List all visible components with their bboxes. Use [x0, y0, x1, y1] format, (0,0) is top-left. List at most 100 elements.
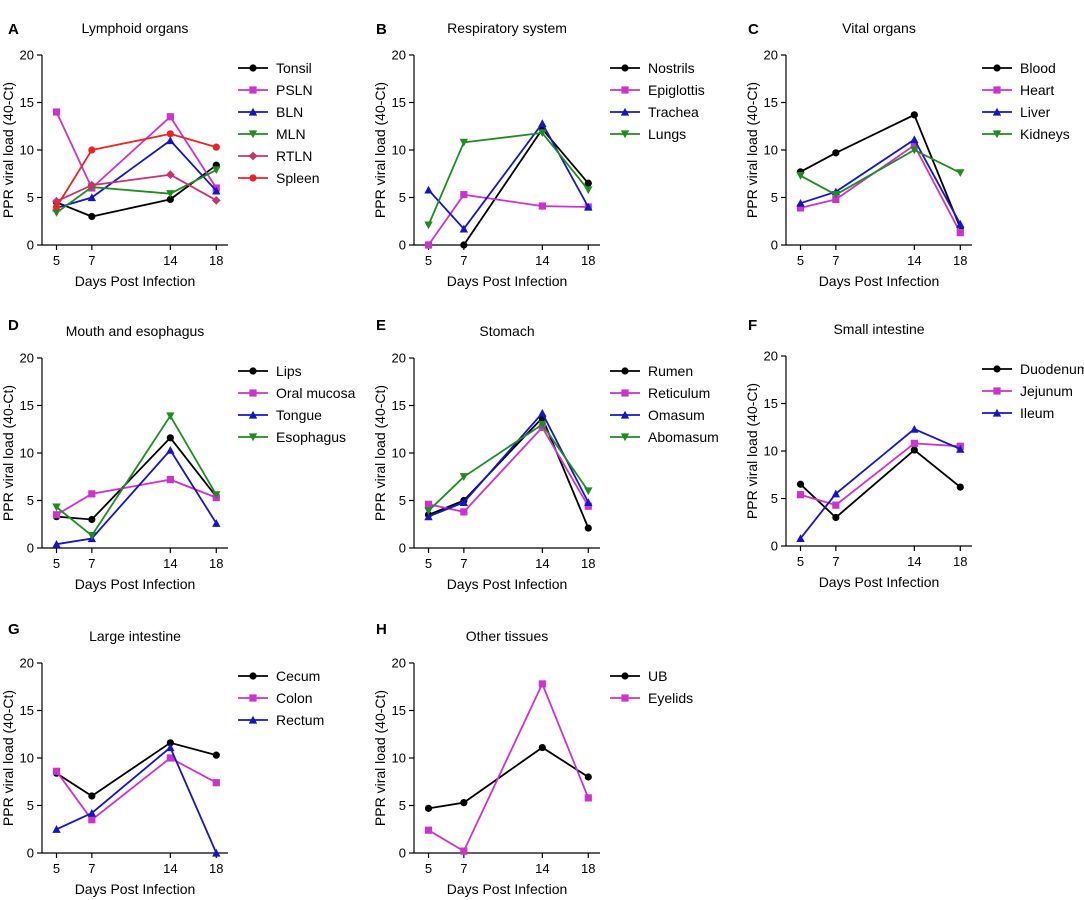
series-line: [428, 425, 590, 513]
x-tick-label: 14: [163, 556, 177, 571]
legend-marker: [249, 367, 257, 375]
legend-item: Trachea: [610, 104, 699, 120]
series-kidneys: [796, 146, 965, 199]
data-point: [584, 502, 592, 510]
y-axis-label: PPR viral load (40-Ct): [0, 385, 16, 521]
data-point: [87, 180, 97, 190]
y-tick-label: 10: [392, 751, 406, 766]
legend-label: Nostrils: [648, 60, 695, 76]
series-line: [55, 111, 218, 190]
legend-item: PSLN: [238, 82, 313, 98]
series-line: [56, 436, 218, 521]
series-line: [800, 148, 961, 196]
data-point: [87, 193, 97, 202]
y-tick-label: 5: [771, 190, 778, 205]
y-tick-label: 15: [392, 95, 406, 110]
series-line: [800, 138, 962, 225]
data-point: [424, 185, 433, 194]
chart-panel-f: F Small intestine 0 5 10 15 20 5 7 14 18 Days Post …: [744, 317, 1084, 590]
legend-marker: [620, 410, 630, 419]
chart-title: Other tissues: [466, 628, 548, 644]
legend-item: Tonsil: [238, 60, 312, 76]
chart-title: Small intestine: [833, 321, 924, 337]
x-tick-label: 7: [460, 861, 467, 876]
panel-label: E: [376, 317, 386, 334]
legend-label: Tongue: [276, 407, 322, 423]
chart-panel-b: B Respiratory system 0 5 10 15 20 5 7 14 18 Days Po…: [372, 20, 705, 289]
series-rumen: [424, 414, 592, 532]
series-trachea: [424, 119, 593, 233]
y-tick-label: 20: [392, 351, 406, 366]
panel-label: H: [376, 621, 387, 638]
y-tick-label: 5: [399, 798, 406, 813]
legend-item: Lungs: [610, 126, 686, 142]
x-tick-label: 7: [832, 253, 839, 268]
data-point: [538, 680, 546, 688]
x-tick-label: 5: [53, 253, 60, 268]
data-point: [166, 136, 175, 145]
chart-title: Large intestine: [89, 628, 181, 644]
legend-marker: [248, 151, 258, 161]
data-point: [910, 424, 919, 433]
y-tick-label: 10: [20, 751, 34, 766]
data-point: [584, 186, 593, 195]
data-point: [584, 498, 593, 506]
legend-label: Liver: [1020, 104, 1051, 120]
data-point: [87, 532, 97, 540]
series-line: [56, 478, 217, 516]
y-tick-label: 10: [764, 444, 778, 459]
y-tick-label: 15: [392, 703, 406, 718]
legend-item: UB: [610, 668, 667, 684]
data-point: [165, 170, 175, 180]
legend-marker: [993, 387, 1001, 395]
x-tick-label: 14: [535, 253, 549, 268]
y-axis-label: PPR viral load (40-Ct): [0, 82, 16, 218]
x-tick-label: 14: [535, 556, 549, 571]
data-point: [459, 224, 469, 233]
series-eyelids: [424, 680, 592, 855]
y-tick-label: 0: [399, 846, 406, 861]
series-line: [800, 113, 962, 229]
legend-label: Lips: [276, 363, 302, 379]
data-point: [52, 511, 61, 519]
legend-marker: [620, 107, 630, 116]
data-point: [910, 446, 918, 454]
series-colon: [52, 754, 220, 824]
legend-item: Eyelids: [610, 690, 693, 706]
legend-item: Liver: [982, 104, 1051, 120]
data-point: [460, 847, 468, 855]
series-oral-mucosa: [52, 476, 220, 519]
legend-marker: [620, 433, 630, 442]
data-point: [212, 779, 220, 787]
y-tick-label: 15: [20, 398, 34, 413]
data-point: [166, 412, 175, 421]
y-axis-label: PPR viral load (40-Ct): [372, 82, 388, 218]
legend-marker: [248, 433, 258, 442]
series-line: [55, 756, 217, 822]
data-point: [910, 111, 918, 119]
legend-label: Heart: [1020, 82, 1054, 98]
legend-marker: [249, 694, 257, 702]
x-tick-label: 5: [797, 554, 804, 569]
legend-item: Ileum: [982, 405, 1054, 421]
data-point: [460, 799, 468, 807]
legend-item: Rectum: [238, 712, 324, 728]
x-tick-label: 18: [209, 556, 223, 571]
legend-marker: [249, 64, 257, 72]
series-line: [428, 746, 589, 810]
x-tick-label: 5: [53, 556, 60, 571]
legend-item: Reticulum: [610, 385, 710, 401]
y-tick-label: 10: [392, 143, 406, 158]
y-axis-label: PPR viral load (40-Ct): [744, 383, 760, 519]
x-tick-label: 14: [907, 253, 921, 268]
data-point: [796, 172, 805, 180]
series-line: [56, 741, 217, 798]
data-point: [831, 489, 841, 498]
x-tick-label: 18: [581, 556, 595, 571]
legend-label: Duodenum: [1020, 361, 1084, 377]
x-tick-label: 14: [907, 554, 921, 569]
series-esophagus: [52, 412, 221, 540]
data-point: [538, 420, 547, 429]
series-line: [427, 131, 590, 226]
legend-label: Esophagus: [276, 429, 346, 445]
